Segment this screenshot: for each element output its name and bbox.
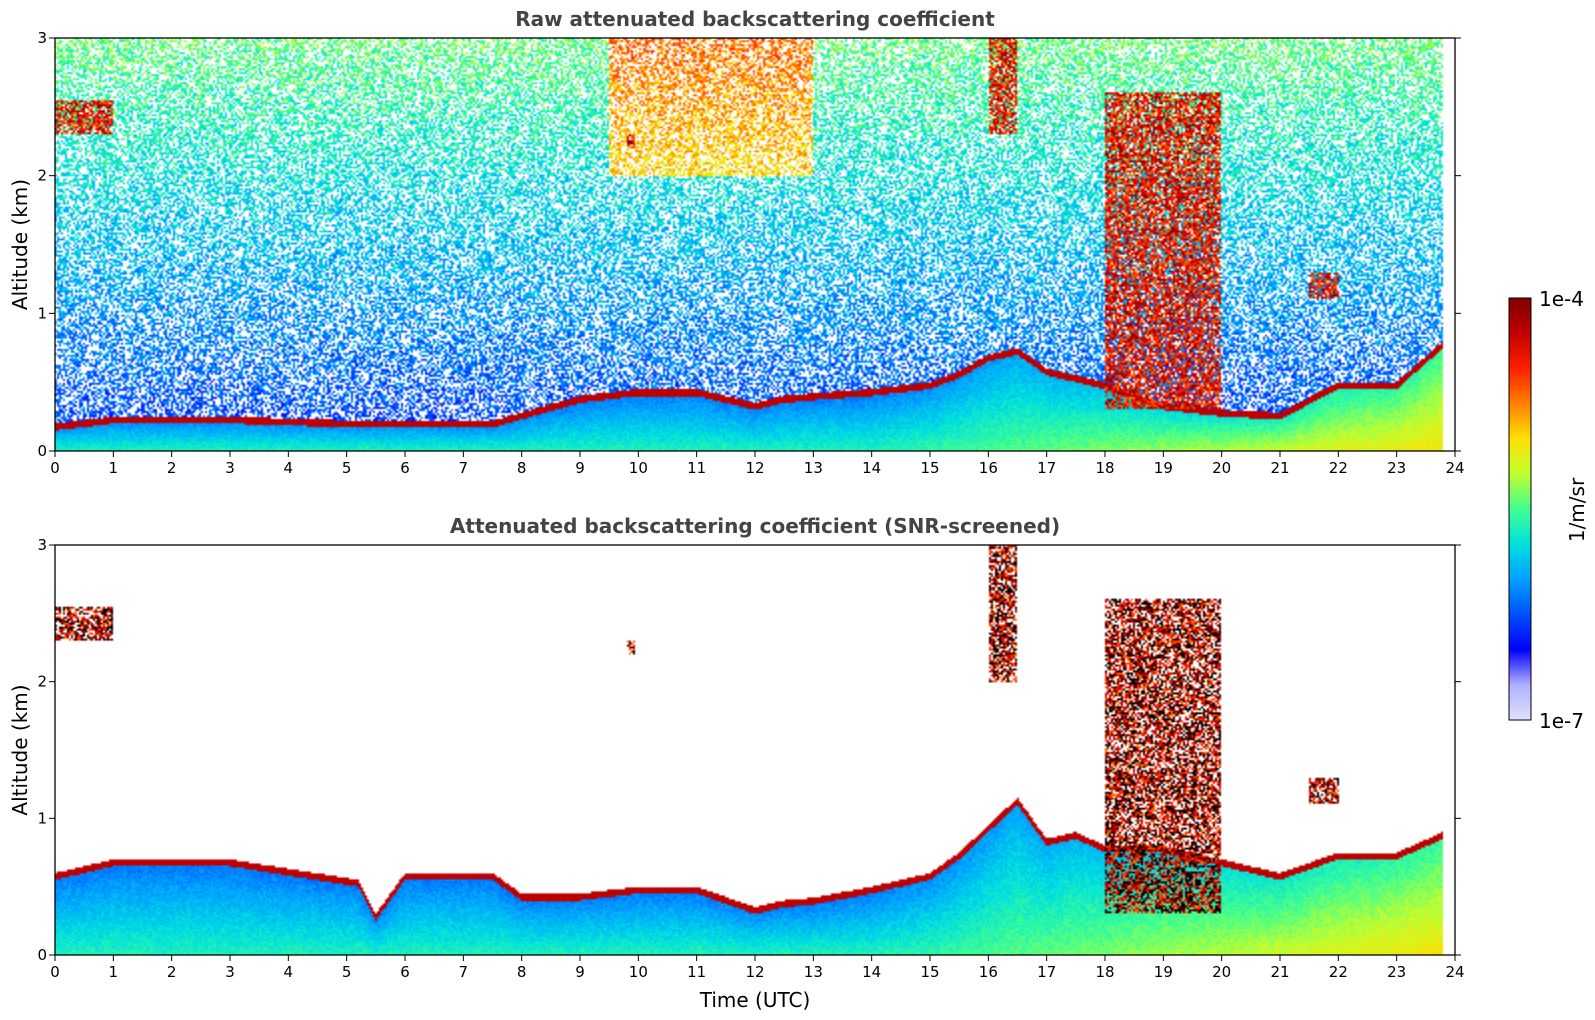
x-tick-label: 19	[1154, 459, 1173, 477]
panel-screened-x-ticks: 0 1 2 3 4 5 6 7 8 9 10 11 12 13 14 15 16 17 18 19 20 21 22 23 24	[50, 955, 1465, 981]
x-tick-label: 19	[1154, 963, 1173, 981]
x-tick-label: 10	[629, 963, 648, 981]
colorbar-gradient	[1508, 297, 1532, 721]
x-tick-label: 6	[400, 459, 410, 477]
x-tick-label: 3	[225, 459, 235, 477]
x-tick-label: 8	[517, 459, 527, 477]
x-tick-label: 9	[575, 963, 585, 981]
x-tick-label: 14	[862, 459, 881, 477]
x-tick-label: 3	[225, 963, 235, 981]
x-tick-label: 2	[167, 459, 177, 477]
colorbar-min-label: 1e-7	[1539, 709, 1584, 733]
colorbar-max-label: 1e-4	[1539, 287, 1584, 311]
x-tick-label: 23	[1387, 459, 1406, 477]
panel-raw-x-ticks: 0 1 2 3 4 5 6 7 8 9 10 11 12 13 14 15 16 17 18 19 20 21 22 23 24	[50, 451, 1465, 477]
x-tick-label: 0	[50, 459, 60, 477]
x-tick-label: 11	[687, 963, 706, 981]
y-tick-label: 0	[37, 442, 47, 460]
x-tick-label: 17	[1037, 459, 1056, 477]
x-tick-label: 20	[1212, 459, 1231, 477]
x-tick-label: 5	[342, 459, 352, 477]
panel-screened-title: Attenuated backscattering coefficient (S…	[450, 514, 1060, 538]
x-tick-label: 0	[50, 963, 60, 981]
x-tick-label: 12	[745, 963, 764, 981]
y-tick-label: 3	[37, 29, 47, 47]
panel-raw: Raw attenuated backscattering coefficien…	[8, 7, 1465, 477]
x-tick-label: 16	[979, 459, 998, 477]
x-tick-label: 9	[575, 459, 585, 477]
x-tick-label: 24	[1445, 459, 1464, 477]
x-tick-label: 1	[109, 963, 119, 981]
panel-screened: Attenuated backscattering coefficient (S…	[8, 514, 1465, 1012]
panel-raw-ylabel: Altitude (km)	[8, 179, 32, 310]
panel-screened-xlabel: Time (UTC)	[699, 988, 811, 1012]
x-tick-label: 1	[109, 459, 119, 477]
x-tick-label: 13	[804, 459, 823, 477]
x-tick-label: 12	[745, 459, 764, 477]
x-tick-label: 18	[1095, 963, 1114, 981]
x-tick-label: 16	[979, 963, 998, 981]
x-tick-label: 7	[459, 963, 469, 981]
colorbar-unit: 1/m/sr	[1565, 477, 1589, 542]
x-tick-label: 8	[517, 963, 527, 981]
x-tick-label: 24	[1445, 963, 1464, 981]
x-tick-label: 13	[804, 963, 823, 981]
panel-raw-title: Raw attenuated backscattering coefficien…	[515, 7, 995, 31]
y-tick-label: 1	[37, 809, 47, 827]
x-tick-label: 7	[459, 459, 469, 477]
x-tick-label: 18	[1095, 459, 1114, 477]
x-tick-label: 11	[687, 459, 706, 477]
y-tick-label: 3	[37, 536, 47, 554]
x-tick-label: 6	[400, 963, 410, 981]
panel-screened-heatmap	[55, 545, 1455, 955]
x-tick-label: 22	[1329, 963, 1348, 981]
y-tick-label: 2	[37, 673, 47, 691]
x-tick-label: 15	[920, 963, 939, 981]
x-tick-label: 10	[629, 459, 648, 477]
colorbar: 1e-4 1e-7 1/m/sr	[1508, 287, 1589, 733]
panel-screened-y-ticks: 0 1 2 3	[37, 536, 1461, 964]
x-tick-label: 15	[920, 459, 939, 477]
y-tick-label: 0	[37, 946, 47, 964]
x-tick-label: 20	[1212, 963, 1231, 981]
x-tick-label: 22	[1329, 459, 1348, 477]
x-tick-label: 4	[284, 963, 294, 981]
x-tick-label: 21	[1270, 459, 1289, 477]
panel-raw-heatmap	[55, 38, 1455, 451]
y-tick-label: 2	[37, 167, 47, 185]
x-tick-label: 4	[284, 459, 294, 477]
x-tick-label: 17	[1037, 963, 1056, 981]
x-tick-label: 2	[167, 963, 177, 981]
x-tick-label: 14	[862, 963, 881, 981]
panel-screened-ylabel: Altitude (km)	[8, 684, 32, 815]
y-tick-label: 1	[37, 304, 47, 322]
panel-raw-y-ticks: 0 1 2 3	[37, 29, 1461, 460]
x-tick-label: 21	[1270, 963, 1289, 981]
x-tick-label: 23	[1387, 963, 1406, 981]
x-tick-label: 5	[342, 963, 352, 981]
